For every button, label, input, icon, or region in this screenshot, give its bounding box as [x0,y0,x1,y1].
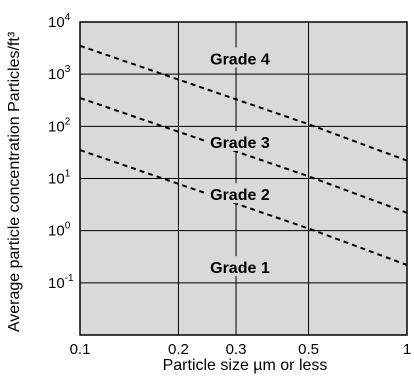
grade-labels: Grade 4 Grade 3 Grade 2 Grade 1 [206,47,279,277]
x-tick-label: 0.5 [298,341,319,358]
grade-label: Grade 4 [210,51,270,68]
grid-lines [80,22,407,335]
grade-label-bg [206,47,279,68]
y-axis-title: Average particle concentration Particles… [6,31,23,332]
y-tick-labels: 104 103 102 101 100 10-1 [48,12,74,292]
x-tick-label: 1 [403,341,411,358]
y-tick-label: 101 [48,169,71,188]
grade-label-bg [206,183,279,204]
y-tick-label: 104 [48,12,71,31]
grade-label: Grade 2 [210,187,270,204]
y-tick-label: 103 [48,64,71,83]
y-tick-label: 10-1 [48,273,74,292]
plot-frame [79,21,408,336]
x-axis-title: Particle size µm or less [163,357,328,374]
x-tick-labels: 0.1 0.2 0.3 0.5 1 [70,341,412,358]
y-tick-label: 100 [48,221,71,240]
grade-label-bg [206,256,279,277]
grade-label: Grade 3 [210,135,270,152]
grade-label-bg [206,131,279,152]
grade-label: Grade 1 [210,260,270,277]
y-tick-label: 102 [48,116,71,135]
x-tick-label: 0.3 [226,341,247,358]
x-tick-label: 0.2 [168,341,189,358]
x-tick-label: 0.1 [70,341,91,358]
